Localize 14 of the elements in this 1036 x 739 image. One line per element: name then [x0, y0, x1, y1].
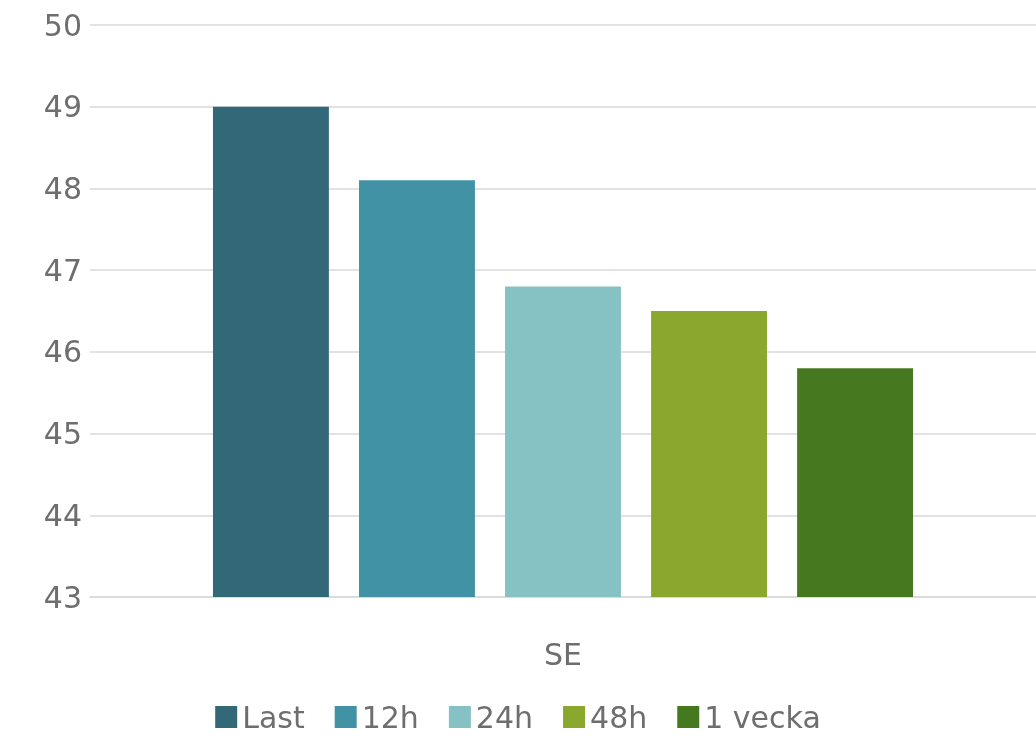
y-tick-label: 48 — [43, 170, 82, 206]
y-tick-label: 47 — [43, 252, 82, 288]
legend-label: 12h — [361, 699, 419, 735]
y-tick-label: 45 — [43, 416, 82, 452]
y-tick-label: 46 — [43, 334, 82, 370]
x-tick-label: SE — [544, 636, 582, 672]
legend-label: 48h — [590, 699, 648, 735]
y-tick-label: 43 — [43, 579, 82, 615]
y-tick-label: 44 — [43, 497, 82, 533]
y-tick-label: 50 — [43, 7, 82, 43]
legend-label: Last — [242, 699, 305, 735]
legend-label: 1 vecka — [704, 699, 821, 735]
y-tick-label: 49 — [43, 89, 82, 125]
legend-label: 24h — [475, 699, 534, 735]
